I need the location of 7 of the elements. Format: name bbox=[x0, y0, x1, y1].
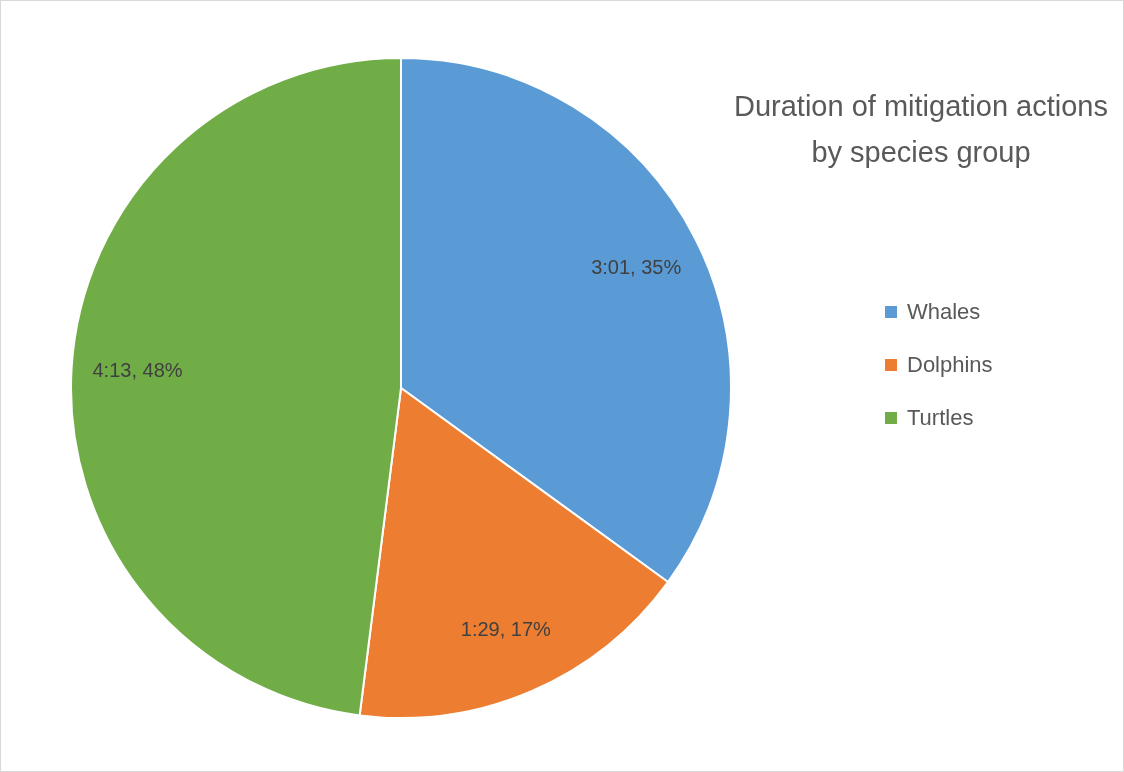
legend-label: Whales bbox=[907, 298, 981, 325]
legend-label: Turtles bbox=[907, 404, 974, 431]
legend-label: Dolphins bbox=[907, 351, 993, 378]
data-label: 1:29, 17% bbox=[460, 617, 552, 640]
data-label: 4:13, 48% bbox=[92, 358, 183, 381]
data-label: 3:01, 35% bbox=[591, 255, 682, 278]
text: Duration of mitigation actions by species group bbox=[733, 89, 1109, 170]
